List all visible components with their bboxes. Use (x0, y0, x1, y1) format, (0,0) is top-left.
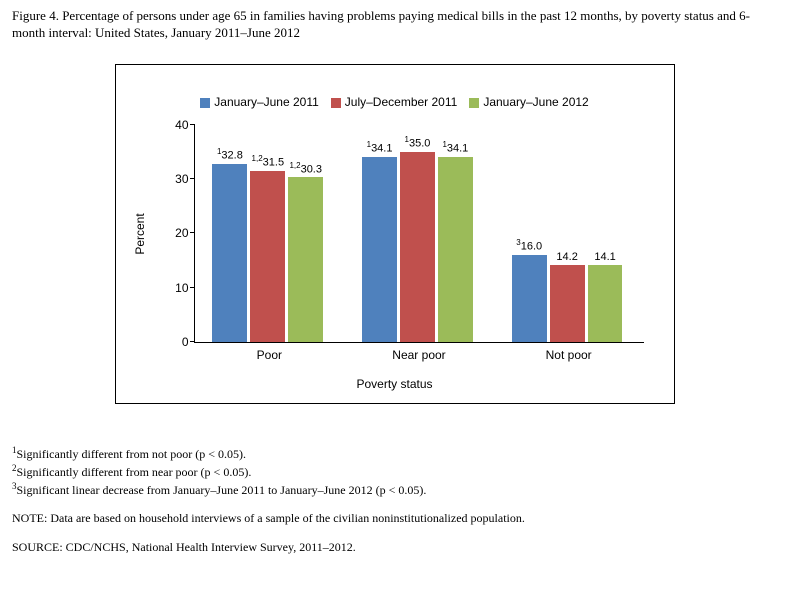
bar (400, 152, 435, 342)
bar-value-label: 135.0 (405, 135, 431, 150)
figure-caption: Figure 4. Percentage of persons under ag… (12, 8, 777, 42)
source-line: SOURCE: CDC/NCHS, National Health Interv… (12, 539, 777, 555)
chart-frame: January–June 2011 July–December 2011 Janua… (115, 64, 675, 404)
legend-swatch (331, 98, 341, 108)
bar (588, 265, 623, 341)
category-label: Near poor (392, 348, 445, 362)
footnotes: 1Significantly different from not poor (… (12, 444, 777, 555)
footnote-1: 1Significantly different from not poor (… (12, 444, 777, 462)
bar-value-label: 134.1 (367, 140, 393, 155)
legend-swatch (200, 98, 210, 108)
category-label: Poor (257, 348, 282, 362)
y-tick-mark (190, 178, 195, 179)
bar-group: 316.014.214.1Not poor (494, 125, 644, 342)
bar-value-label: 14.1 (594, 251, 615, 263)
y-tick-label: 10 (161, 281, 189, 295)
legend-item: July–December 2011 (331, 95, 458, 109)
y-tick-label: 20 (161, 226, 189, 240)
bar (288, 177, 323, 341)
bar (250, 171, 285, 342)
bar (438, 157, 473, 342)
legend-label: July–December 2011 (345, 95, 458, 109)
x-axis-label: Poverty status (116, 377, 674, 391)
legend-label: January–June 2012 (483, 95, 588, 109)
y-tick-label: 40 (161, 118, 189, 132)
bar (512, 255, 547, 342)
y-tick-label: 0 (161, 335, 189, 349)
bar-value-label: 316.0 (516, 238, 542, 253)
bar-group: 134.1135.0134.1Near poor (344, 125, 494, 342)
legend-swatch (469, 98, 479, 108)
bar-value-label: 134.1 (442, 140, 468, 155)
footnote-3: 3Significant linear decrease from Januar… (12, 480, 777, 498)
bar-value-label: 1,230.3 (289, 161, 322, 176)
plot-area: 132.81,231.51,230.3Poor134.1135.0134.1Ne… (194, 125, 644, 343)
bar-value-label: 1,231.5 (252, 154, 285, 169)
footnote-2: 2Significantly different from near poor … (12, 462, 777, 480)
bar (362, 157, 397, 342)
y-tick-mark (190, 232, 195, 233)
bar (212, 164, 247, 342)
bar-value-label: 14.2 (556, 251, 577, 263)
note-line: NOTE: Data are based on household interv… (12, 510, 777, 526)
y-tick-mark (190, 341, 195, 342)
bar-value-label: 132.8 (217, 147, 243, 162)
y-tick-mark (190, 287, 195, 288)
legend: January–June 2011 July–December 2011 Janua… (116, 95, 674, 109)
bar (550, 265, 585, 342)
category-label: Not poor (546, 348, 592, 362)
y-axis-label: Percent (133, 213, 147, 254)
legend-item: January–June 2012 (469, 95, 588, 109)
y-tick-mark (190, 124, 195, 125)
bar-group: 132.81,231.51,230.3Poor (195, 125, 345, 342)
legend-label: January–June 2011 (214, 95, 319, 109)
legend-item: January–June 2011 (200, 95, 319, 109)
y-tick-label: 30 (161, 172, 189, 186)
